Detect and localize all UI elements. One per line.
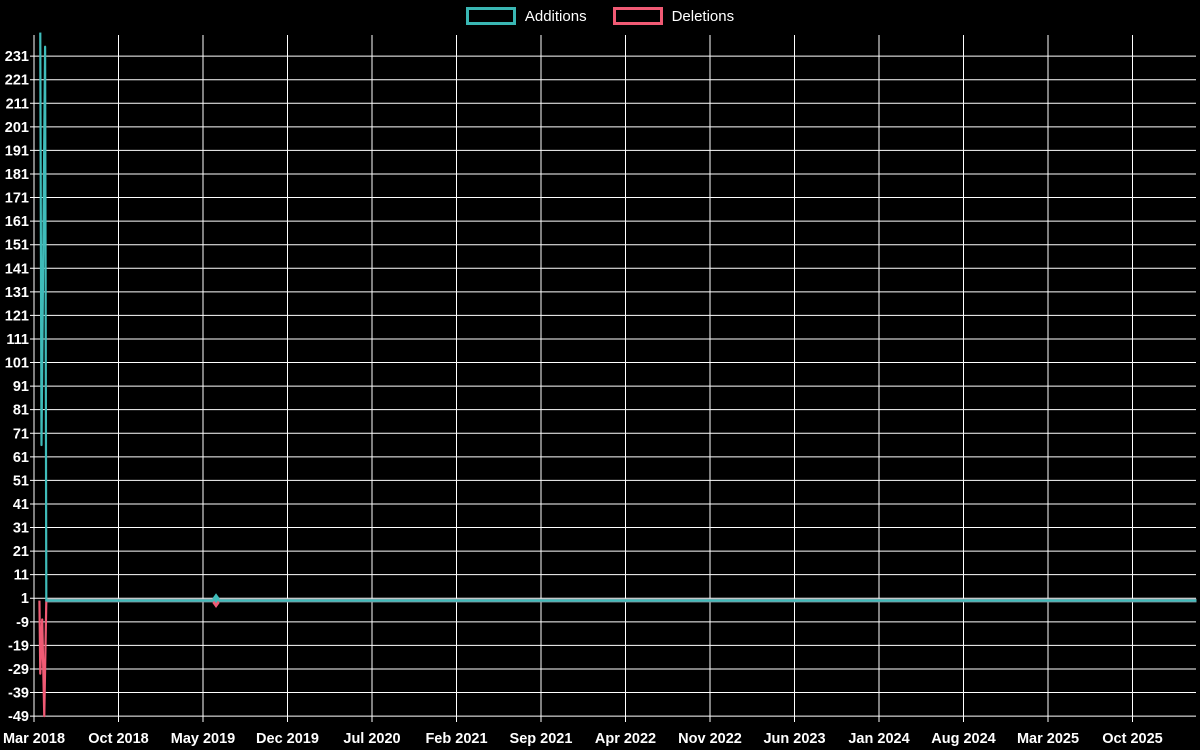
- y-tick-label: 1: [21, 591, 29, 607]
- y-tick-label: 51: [13, 473, 29, 489]
- additions-swatch-icon: [465, 7, 516, 25]
- x-tick-label: Oct 2025: [1102, 731, 1162, 747]
- deletions-swatch-icon: [612, 7, 663, 25]
- x-tick-label: Dec 2019: [256, 731, 319, 747]
- y-tick-label: 121: [5, 308, 29, 324]
- y-tick-label: 161: [5, 214, 29, 230]
- deletions-line: [38, 599, 1197, 718]
- x-tick-label: Jun 2023: [763, 731, 825, 747]
- y-tick-label: 131: [5, 285, 29, 301]
- x-grid: [33, 35, 1133, 722]
- x-axis-labels: Mar 2018 Oct 2018 May 2019 Dec 2019 Jul 2020…: [3, 731, 1163, 747]
- y-tick-label: 141: [5, 261, 29, 277]
- x-tick-label: Apr 2022: [595, 731, 656, 747]
- y-tick-label: 41: [13, 497, 29, 513]
- y-tick-label: 31: [13, 521, 29, 537]
- legend-item-additions[interactable]: Additions: [465, 7, 587, 25]
- y-tick-label: -9: [16, 615, 29, 631]
- y-tick-label: -29: [8, 662, 29, 678]
- y-tick-label: -49: [8, 709, 29, 725]
- y-tick-label: 221: [5, 73, 29, 89]
- y-tick-label: 191: [5, 143, 29, 159]
- y-tick-label: 181: [5, 167, 29, 183]
- x-tick-label: Mar 2018: [3, 731, 65, 747]
- x-tick-label: Oct 2018: [88, 731, 148, 747]
- y-tick-label: 151: [5, 238, 29, 254]
- y-tick-label: 171: [5, 191, 29, 207]
- y-tick-label: -19: [8, 638, 29, 654]
- x-tick-label: May 2019: [171, 731, 236, 747]
- y-tick-label: 111: [6, 332, 29, 348]
- y-tick-label: 231: [5, 49, 29, 65]
- y-tick-label: 91: [13, 379, 29, 395]
- x-tick-label: Jul 2020: [343, 731, 400, 747]
- y-tick-label: -39: [8, 686, 29, 702]
- y-axis-labels: 2312212112011911811711611511411311211111…: [5, 49, 29, 725]
- y-grid: [30, 55, 1196, 717]
- y-tick-label: 101: [5, 356, 29, 372]
- x-tick-label: Mar 2025: [1017, 731, 1079, 747]
- additions-point-marker[interactable]: [212, 593, 220, 604]
- legend-label-additions: Additions: [524, 7, 587, 25]
- y-tick-label: 11: [14, 568, 29, 584]
- y-tick-label: 81: [13, 403, 29, 419]
- legend-label-deletions: Deletions: [671, 7, 735, 25]
- x-tick-label: Nov 2022: [678, 731, 742, 747]
- y-tick-label: 71: [13, 426, 29, 442]
- y-tick-label: 211: [6, 96, 29, 112]
- x-tick-label: Sep 2021: [510, 731, 573, 747]
- legend-item-deletions[interactable]: Deletions: [612, 7, 735, 25]
- additions-line: [39, 32, 1197, 602]
- y-tick-label: 21: [13, 544, 29, 560]
- y-tick-label: 201: [5, 120, 29, 136]
- x-tick-label: Aug 2024: [931, 731, 995, 747]
- x-tick-label: Feb 2021: [425, 731, 487, 747]
- chart-legend: Additions Deletions: [0, 7, 1200, 25]
- x-tick-label: Jan 2024: [848, 731, 909, 747]
- y-tick-label: 61: [13, 450, 29, 466]
